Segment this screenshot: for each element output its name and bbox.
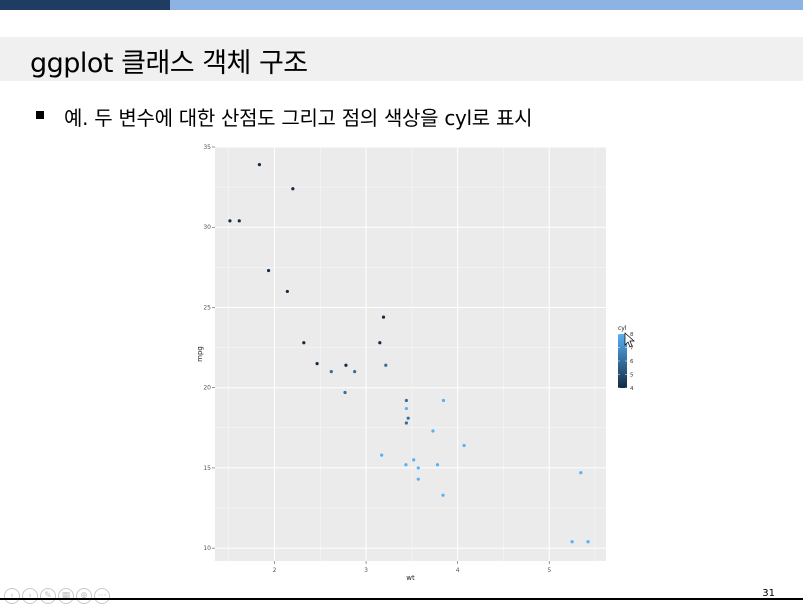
- legend-colorbar: [618, 334, 627, 388]
- options-icon[interactable]: ⋯: [94, 588, 110, 604]
- data-point: [285, 289, 289, 294]
- data-point: [579, 471, 583, 475]
- slide-title: ggplot 클래스 객체 구조: [30, 48, 308, 79]
- bullet-text: 예. 두 변수에 대한 산점도 그리고 점의 색상을 cyl로 표시: [64, 106, 533, 130]
- legend-tick-label: 4: [630, 386, 634, 392]
- data-point: [462, 443, 466, 448]
- data-point: [353, 370, 357, 374]
- data-point: [435, 463, 440, 467]
- data-point: [228, 219, 232, 223]
- data-point: [570, 540, 574, 544]
- data-point: [586, 540, 590, 544]
- top-accent-bar-light: [170, 0, 803, 10]
- page-number: 31: [762, 588, 775, 599]
- data-point: [329, 370, 333, 374]
- next-icon[interactable]: ›: [22, 588, 38, 604]
- data-point: [406, 416, 410, 420]
- data-point: [404, 421, 408, 425]
- pen-icon[interactable]: ✎: [40, 588, 56, 604]
- data-point: [404, 398, 408, 403]
- data-point: [380, 453, 384, 457]
- legend-title: cyl: [618, 325, 627, 332]
- data-point: [416, 466, 420, 470]
- mouse-cursor-icon: [624, 332, 635, 348]
- y-tick-label: 30: [203, 224, 211, 231]
- x-tick-label: 2: [273, 567, 277, 574]
- data-point: [237, 219, 241, 223]
- x-tick-label: 5: [547, 567, 551, 574]
- y-tick-label: 15: [203, 465, 211, 472]
- data-point: [344, 363, 348, 367]
- chart-svg: 2 3 4 5 10 15 20 25 30 35 wt mpg cyl 4 5 6 7 8: [196, 144, 635, 582]
- scatter-chart: 2 3 4 5 10 15 20 25 30 35 wt mpg cyl 4 5 6 7 8: [190, 140, 650, 590]
- prev-icon[interactable]: ‹: [4, 588, 20, 604]
- bullet-marker: [36, 111, 44, 119]
- plot-panel: [215, 147, 606, 561]
- top-accent-bar-dark: [0, 0, 170, 10]
- data-point: [343, 390, 347, 395]
- legend-tick-label: 6: [630, 359, 634, 365]
- data-point: [291, 187, 295, 191]
- y-axis-title: mpg: [196, 346, 204, 362]
- slides-icon[interactable]: ▦: [58, 588, 74, 604]
- data-point: [302, 341, 306, 345]
- data-point: [416, 477, 420, 481]
- y-tick-label: 35: [203, 144, 211, 151]
- y-tick-label: 25: [203, 304, 211, 311]
- data-point: [412, 458, 416, 462]
- data-point: [266, 268, 271, 273]
- data-point: [404, 406, 408, 411]
- data-point: [441, 398, 446, 403]
- x-axis-title: wt: [406, 574, 415, 582]
- x-tick-label: 3: [364, 567, 368, 574]
- data-point: [257, 163, 262, 167]
- legend-tick-label: 7: [630, 346, 634, 352]
- y-tick-label: 20: [203, 385, 211, 392]
- slide-nav-controls[interactable]: ‹ › ✎ ▦ ⊕ ⋯: [4, 588, 110, 604]
- x-tick-label: 4: [456, 567, 460, 574]
- data-point: [315, 362, 319, 366]
- bottom-rule: [0, 598, 803, 600]
- zoom-icon[interactable]: ⊕: [76, 588, 92, 604]
- data-point: [404, 463, 408, 467]
- legend-tick-label: 5: [630, 373, 634, 379]
- title-band: [0, 37, 803, 81]
- data-point: [441, 493, 445, 497]
- data-point: [384, 363, 388, 367]
- data-point: [431, 429, 435, 433]
- data-point: [378, 341, 382, 345]
- data-point: [381, 315, 386, 319]
- legend-tick-label: 8: [630, 332, 634, 338]
- y-tick-label: 10: [203, 545, 211, 552]
